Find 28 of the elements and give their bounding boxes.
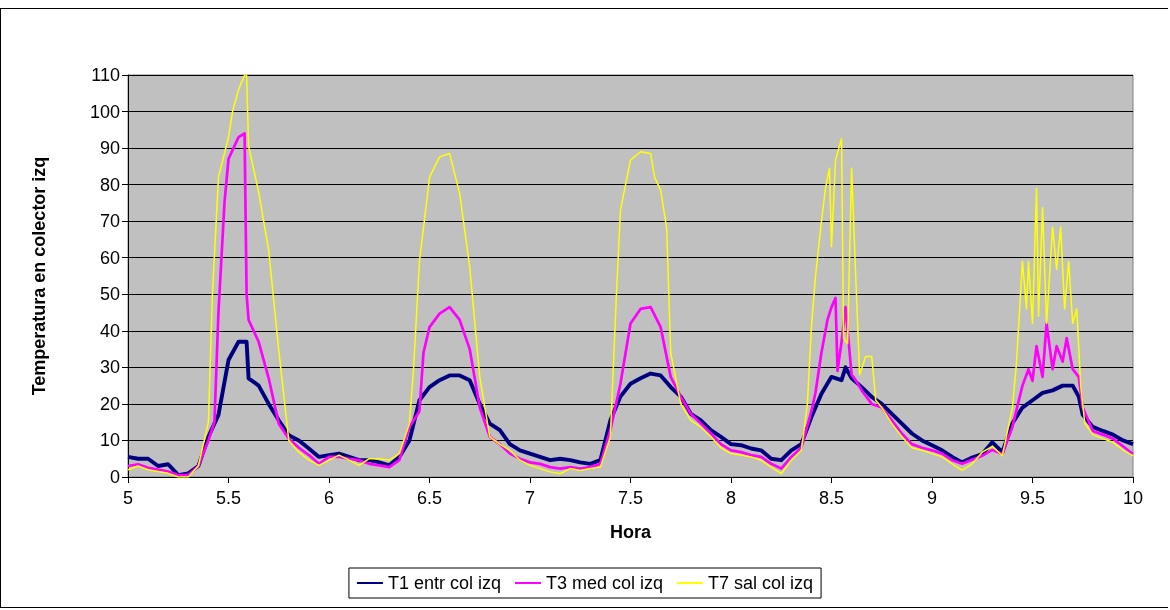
x-tick-label: 5 [122, 488, 134, 508]
y-tick-label: 50 [99, 284, 120, 305]
y-tick-label: 40 [99, 320, 120, 341]
y-axis-title: Temperatura en colector izq [29, 156, 49, 396]
x-tick-label: 9 [926, 488, 938, 508]
y-tick-label: 0 [109, 467, 120, 487]
x-tick-label: 6 [323, 488, 335, 508]
y-tick-label: 110 [91, 65, 120, 85]
x-axis-title: Hora [609, 522, 652, 542]
x-tick-label: 8.5 [818, 488, 845, 508]
y-tick-label: 10 [99, 430, 120, 451]
y-tick-label: 100 [89, 101, 120, 122]
y-tick-label: 70 [99, 211, 120, 232]
y-tick-label: 30 [99, 357, 120, 378]
x-tick-label: 7.5 [617, 488, 644, 508]
x-tick-label: 5.5 [215, 488, 242, 508]
x-tick-label: 6.5 [416, 488, 443, 508]
y-tick-label: 80 [99, 174, 120, 195]
x-tick-label: 8 [725, 488, 737, 508]
x-tick-label: 10 [1122, 488, 1144, 508]
x-tick-label: 9.5 [1019, 488, 1046, 508]
y-tick-label: 60 [99, 247, 120, 268]
y-tick-label: 20 [99, 393, 120, 414]
legend-label: T1 entr col izq [387, 573, 501, 593]
legend-label: T3 med col izq [545, 573, 664, 593]
y-tick-label: 90 [99, 138, 120, 159]
x-tick-label: 7 [524, 488, 536, 508]
legend-label: T7 sal col izq [708, 573, 814, 593]
